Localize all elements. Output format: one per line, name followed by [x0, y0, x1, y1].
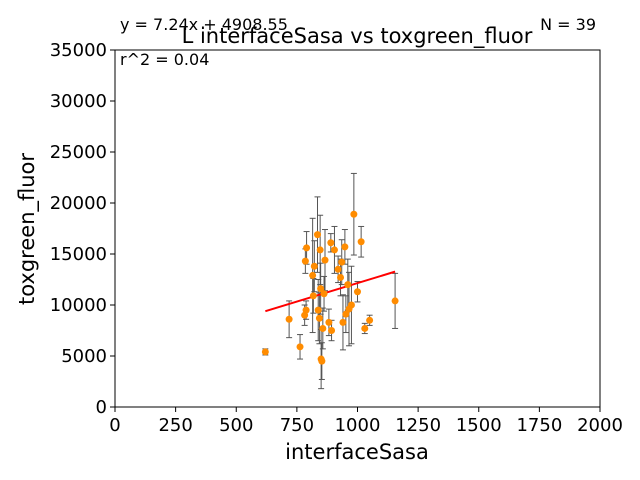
data-point	[317, 285, 325, 293]
x-tick-label: 1500	[456, 415, 502, 436]
errorbars-layer	[262, 172, 399, 390]
data-point	[320, 290, 328, 298]
data-point	[330, 246, 338, 254]
data-point	[313, 231, 321, 239]
y-tick-label: 5000	[61, 346, 107, 367]
data-point	[325, 318, 333, 326]
y-tick-label: 0	[96, 397, 107, 418]
data-point	[347, 301, 355, 309]
y-axis-label: toxgreen_fluor	[15, 153, 40, 305]
x-tick-label: 2000	[577, 415, 623, 436]
data-point	[342, 310, 350, 318]
x-tick-label: 1750	[516, 415, 562, 436]
x-axis-ticks: 0 250 500 750 1000 1250 1500 1750 2000	[109, 407, 623, 436]
data-point	[334, 265, 342, 273]
x-tick-label: 250	[158, 415, 192, 436]
data-point	[316, 246, 324, 254]
chart-title: L interfaceSasa vs toxgreen_fluor	[182, 24, 533, 49]
fit-line-layer	[265, 270, 396, 313]
y-tick-label: 10000	[50, 295, 107, 316]
data-point	[319, 324, 327, 332]
data-point	[309, 292, 317, 300]
y-tick-label: 20000	[50, 193, 107, 214]
data-point	[354, 288, 361, 296]
x-tick-label: 1000	[335, 415, 381, 436]
y-axis-ticks: 0 5000 10000 15000 20000 25000 30000 35000	[50, 40, 115, 418]
data-point	[366, 316, 374, 324]
data-point	[296, 343, 304, 351]
plot-frame	[114, 49, 601, 408]
data-point	[309, 271, 317, 279]
data-point	[314, 306, 322, 314]
data-point	[391, 297, 399, 305]
r-squared-label: r^2 = 0.04	[120, 50, 209, 69]
data-point	[338, 258, 346, 266]
data-point	[318, 357, 326, 365]
x-axis-label: interfaceSasa	[285, 440, 429, 464]
regression-equation: y = 7.24x + 4908.55	[120, 15, 288, 34]
data-point	[339, 318, 347, 326]
data-point	[285, 315, 293, 323]
regression-line	[265, 270, 396, 313]
data-point	[303, 244, 311, 252]
sample-count: N = 39	[540, 15, 596, 34]
data-point	[328, 327, 336, 334]
data-point	[261, 348, 269, 356]
x-tick-label: 1250	[395, 415, 441, 436]
data-point	[315, 314, 323, 322]
x-tick-label: 0	[109, 415, 120, 436]
data-point	[361, 324, 369, 332]
data-point	[337, 273, 345, 281]
data-point	[321, 256, 329, 264]
data-point	[310, 262, 318, 270]
data-point	[357, 238, 365, 246]
data-point	[327, 239, 335, 247]
data-point	[301, 257, 309, 265]
data-point	[302, 306, 310, 314]
y-tick-label: 30000	[50, 91, 107, 112]
x-tick-label: 750	[280, 415, 314, 436]
y-tick-label: 15000	[50, 244, 107, 265]
x-tick-label: 500	[219, 415, 253, 436]
y-tick-label: 25000	[50, 142, 107, 163]
data-point	[344, 281, 352, 289]
data-point	[350, 210, 358, 218]
y-tick-label: 35000	[50, 40, 107, 61]
data-point	[341, 243, 349, 251]
points-layer	[261, 210, 399, 365]
